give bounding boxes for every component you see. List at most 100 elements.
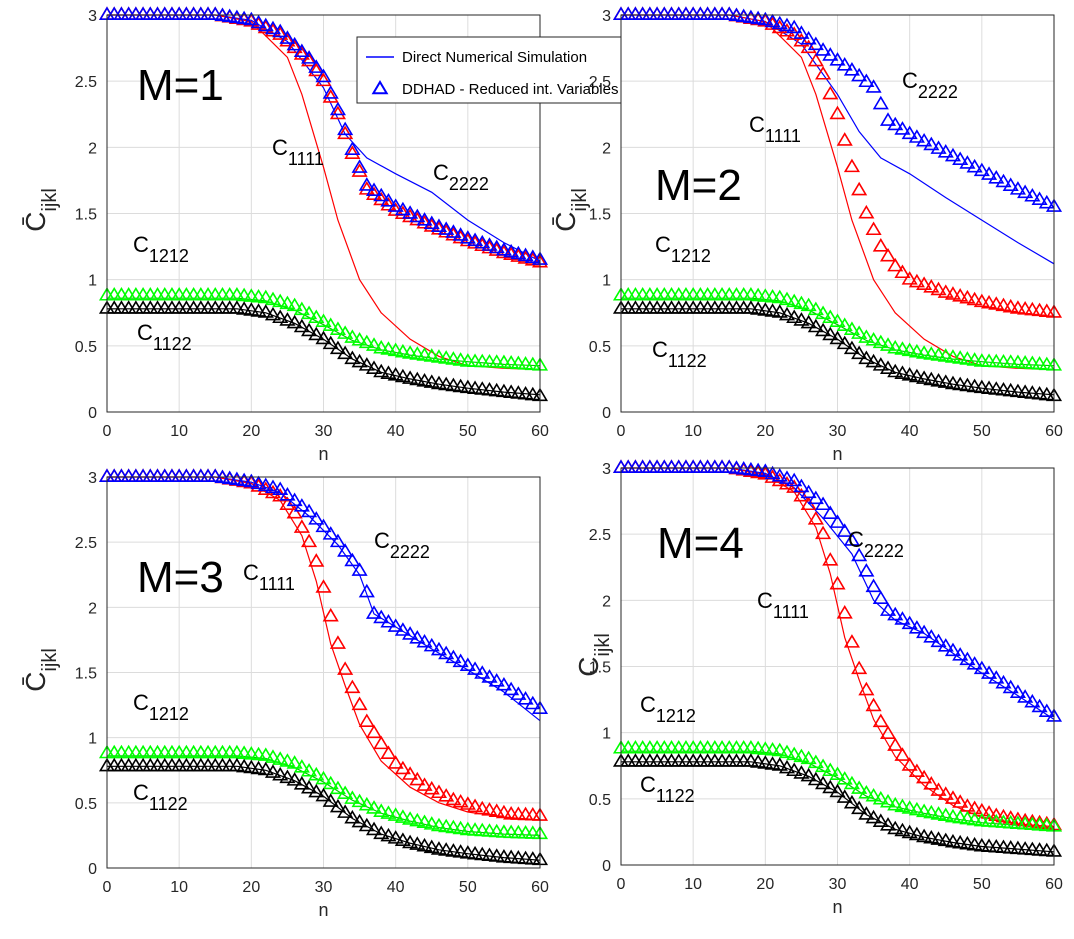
y-tick-label: 0.5 <box>75 339 97 356</box>
ddhad-marker <box>959 351 976 365</box>
ddhad-marker <box>1009 300 1026 314</box>
ddhad-marker <box>322 335 339 350</box>
ddhad-marker <box>937 786 954 800</box>
ddhad-marker <box>872 713 889 728</box>
ddhad-marker <box>445 351 462 365</box>
ddhad-marker <box>373 609 390 624</box>
ddhad-marker <box>980 805 998 819</box>
ddhad-marker <box>286 297 303 312</box>
ddhad-marker <box>778 470 796 484</box>
ddhad-marker <box>822 552 839 566</box>
ddhad-marker <box>1009 811 1026 826</box>
ddhad-marker <box>308 59 325 73</box>
ddhad-marker <box>1031 385 1048 400</box>
ddhad-marker <box>315 579 332 593</box>
y-tick-label: 1 <box>602 273 611 290</box>
ddhad-marker <box>380 745 397 759</box>
ddhad-marker <box>365 605 383 619</box>
ddhad-marker <box>764 288 781 303</box>
annotation-1122: C1122 <box>137 320 192 354</box>
ddhad-marker <box>423 839 440 854</box>
ddhad-marker <box>865 353 882 368</box>
ddhad-marker <box>815 496 832 511</box>
ddhad-marker <box>865 331 882 346</box>
ddhad-marker <box>952 647 969 661</box>
ddhad-marker <box>365 724 383 739</box>
ddhad-marker <box>423 348 440 362</box>
ddhad-series-3 <box>612 286 1063 371</box>
ddhad-marker <box>836 317 853 331</box>
ddhad-marker <box>807 771 824 786</box>
ddhad-marker <box>365 337 383 351</box>
ddhad-marker <box>387 618 404 632</box>
y-tick-label: 1.5 <box>75 207 97 224</box>
ddhad-marker <box>329 340 346 355</box>
ddhad-marker <box>416 347 433 361</box>
ddhad-marker <box>1038 815 1055 830</box>
ddhad-marker <box>452 820 469 835</box>
ddhad-marker <box>959 835 976 850</box>
ddhad-marker <box>966 291 983 306</box>
ddhad-marker <box>786 293 803 308</box>
ddhad-marker <box>952 376 969 391</box>
ddhad-marker <box>923 629 940 643</box>
ddhad-marker <box>257 477 274 492</box>
x-tick-label: 40 <box>901 423 919 440</box>
ddhad-marker <box>930 347 947 361</box>
ddhad-marker <box>930 633 947 648</box>
ddhad-marker <box>894 798 911 813</box>
ddhad-marker <box>836 523 853 537</box>
ddhad-marker <box>894 822 911 837</box>
ddhad-marker <box>438 788 455 802</box>
ddhad-marker <box>742 753 759 767</box>
ddhad-marker <box>315 770 332 785</box>
ddhad-marker <box>452 227 469 241</box>
ddhad-marker <box>1038 303 1055 317</box>
ddhad-marker <box>358 177 375 191</box>
ddhad-marker <box>829 313 846 328</box>
ddhad-marker <box>503 384 520 398</box>
ddhad-marker <box>908 129 925 143</box>
ddhad-marker <box>851 660 868 675</box>
ddhad-marker <box>930 782 947 796</box>
ddhad-marker <box>952 809 969 824</box>
ddhad-marker <box>301 305 318 320</box>
ddhad-marker <box>488 673 505 687</box>
ddhad-marker <box>822 779 839 794</box>
ddhad-marker <box>402 834 419 849</box>
ddhad-marker <box>872 790 889 805</box>
ddhad-marker <box>243 473 260 488</box>
ddhad-marker <box>750 462 767 477</box>
ddhad-marker <box>358 713 375 728</box>
ddhad-marker <box>836 57 853 71</box>
legend-label: DDHAD - Reduced int. Variables <box>402 81 618 98</box>
ddhad-marker <box>872 95 889 110</box>
ddhad-marker <box>800 39 817 54</box>
ddhad-marker <box>944 790 962 804</box>
ddhad-marker <box>865 79 882 93</box>
ddhad-marker <box>764 13 781 28</box>
ddhad-marker <box>807 36 824 51</box>
ddhad-marker <box>344 552 361 567</box>
ddhad-marker <box>944 808 962 823</box>
ddhad-marker <box>952 350 969 364</box>
ddhad-series-4 <box>98 300 549 402</box>
ddhad-marker <box>365 186 383 200</box>
ddhad-marker <box>373 187 390 202</box>
ddhad-marker <box>351 696 368 711</box>
ddhad-marker <box>959 377 976 392</box>
ddhad-marker <box>800 767 817 782</box>
ddhad-marker <box>380 365 397 379</box>
ddhad-marker <box>916 345 933 359</box>
y-tick-label: 0 <box>88 861 97 878</box>
ddhad-marker <box>474 665 491 679</box>
ddhad-marker <box>995 808 1012 823</box>
ddhad-marker <box>481 237 498 251</box>
ddhad-marker <box>438 376 455 391</box>
ddhad-marker <box>952 288 969 302</box>
ddhad-marker <box>822 326 839 341</box>
x-tick-label: 50 <box>973 423 991 440</box>
ddhad-marker <box>793 25 810 39</box>
ddhad-marker <box>894 611 911 625</box>
x-tick-label: 10 <box>170 879 188 896</box>
